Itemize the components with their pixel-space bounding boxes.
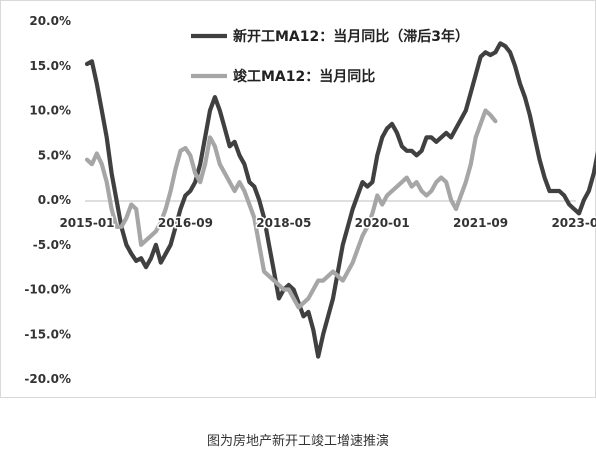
x-tick-label: 2018-05 [256, 216, 311, 230]
x-tick-label: 2021-09 [453, 216, 508, 230]
x-tick-label: 2020-01 [355, 216, 410, 230]
y-tick-label: -5.0% [33, 238, 71, 252]
y-tick-label: 20.0% [29, 14, 71, 28]
y-tick-label: 15.0% [29, 59, 71, 73]
legend-label-2: 竣工MA12：当月同比 [233, 68, 375, 85]
y-tick-label: 0.0% [38, 193, 71, 207]
y-tick-label: 5.0% [38, 148, 71, 162]
chart-caption: 图为房地产新开工竣工增速推演 [206, 434, 389, 449]
chart-frame: 20.0% 15.0% 10.0% 5.0% 0.0% -5.0% -10.0% -15.0%… [0, 0, 596, 398]
series-line-1 [84, 41, 596, 359]
x-tick-label: 2015-01 [59, 216, 114, 230]
x-tick-label: 2016-09 [158, 216, 213, 230]
y-tick-label: -10.0% [24, 283, 71, 297]
y-tick-label: -20.0% [24, 372, 71, 386]
legend-label-1: 新开工MA12：当月同比（滞后3年） [233, 28, 469, 45]
x-tick-label: 2023-05 [551, 216, 596, 230]
series-line-2 [84, 108, 498, 310]
y-tick-label: 10.0% [29, 104, 71, 118]
y-tick-label: -15.0% [24, 327, 71, 341]
chart-svg: 20.0% 15.0% 10.0% 5.0% 0.0% -5.0% -10.0% -15.0%… [24, 14, 596, 386]
